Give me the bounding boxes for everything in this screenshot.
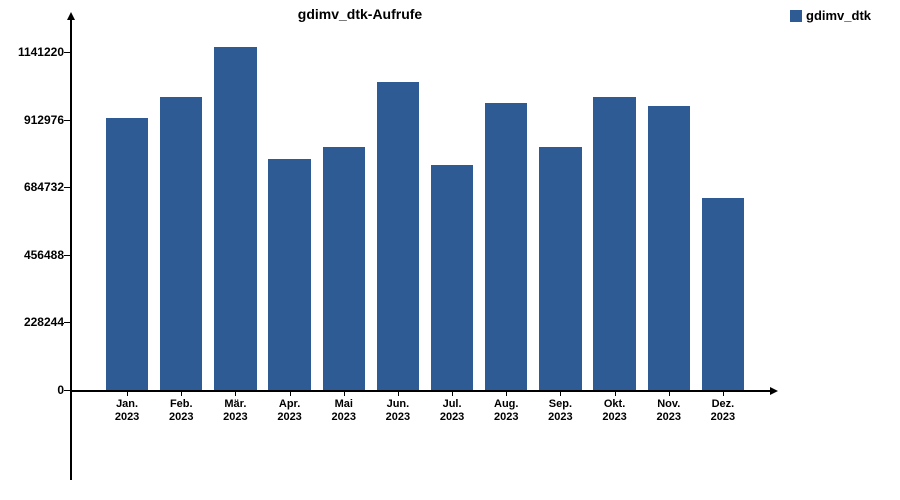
bar	[160, 97, 202, 390]
legend: gdimv_dtk	[790, 8, 871, 23]
x-tick-label: Okt.2023	[590, 398, 640, 423]
x-tick	[181, 390, 182, 396]
legend-swatch	[790, 10, 802, 22]
y-tick	[64, 52, 70, 53]
x-axis-arrow	[770, 387, 778, 395]
x-tick-label: Sep.2023	[535, 398, 585, 423]
y-tick-label: 456488	[4, 248, 64, 262]
plot-area: 02282444564886847329129761141220Jan.2023…	[70, 20, 770, 480]
x-tick	[235, 390, 236, 396]
x-tick-label: Dez.2023	[698, 398, 748, 423]
x-tick	[560, 390, 561, 396]
bar	[539, 147, 581, 390]
y-axis	[70, 20, 72, 480]
y-tick	[64, 187, 70, 188]
x-tick	[344, 390, 345, 396]
x-tick	[452, 390, 453, 396]
x-tick-label: Mär.2023	[210, 398, 260, 423]
y-tick	[64, 322, 70, 323]
bar	[214, 47, 256, 390]
x-tick-label: Jul.2023	[427, 398, 477, 423]
x-tick	[506, 390, 507, 396]
bar	[377, 82, 419, 390]
x-tick	[615, 390, 616, 396]
y-tick	[64, 255, 70, 256]
x-tick-label: Apr.2023	[265, 398, 315, 423]
x-tick-label: Mai2023	[319, 398, 369, 423]
x-tick	[398, 390, 399, 396]
x-tick-label: Jan.2023	[102, 398, 152, 423]
x-tick-label: Feb.2023	[156, 398, 206, 423]
y-tick	[64, 390, 70, 391]
bar	[485, 103, 527, 390]
y-tick-label: 228244	[4, 315, 64, 329]
y-tick	[64, 120, 70, 121]
bar	[323, 147, 365, 390]
x-tick	[723, 390, 724, 396]
chart-container: gdimv_dtk-Aufrufe gdimv_dtk 022824445648…	[0, 0, 900, 500]
x-tick-label: Jun.2023	[373, 398, 423, 423]
bar	[106, 118, 148, 390]
bar	[648, 106, 690, 390]
x-tick	[290, 390, 291, 396]
y-tick-label: 912976	[4, 113, 64, 127]
y-tick-label: 0	[4, 383, 64, 397]
x-axis	[70, 390, 770, 392]
x-tick-label: Nov.2023	[644, 398, 694, 423]
y-axis-arrow	[67, 12, 75, 20]
bar	[593, 97, 635, 390]
y-tick-label: 684732	[4, 180, 64, 194]
bar	[431, 165, 473, 390]
bar	[702, 198, 744, 390]
x-tick-label: Aug.2023	[481, 398, 531, 423]
bar	[268, 159, 310, 390]
x-tick	[669, 390, 670, 396]
x-tick	[127, 390, 128, 396]
y-tick-label: 1141220	[4, 45, 64, 59]
legend-label: gdimv_dtk	[806, 8, 871, 23]
